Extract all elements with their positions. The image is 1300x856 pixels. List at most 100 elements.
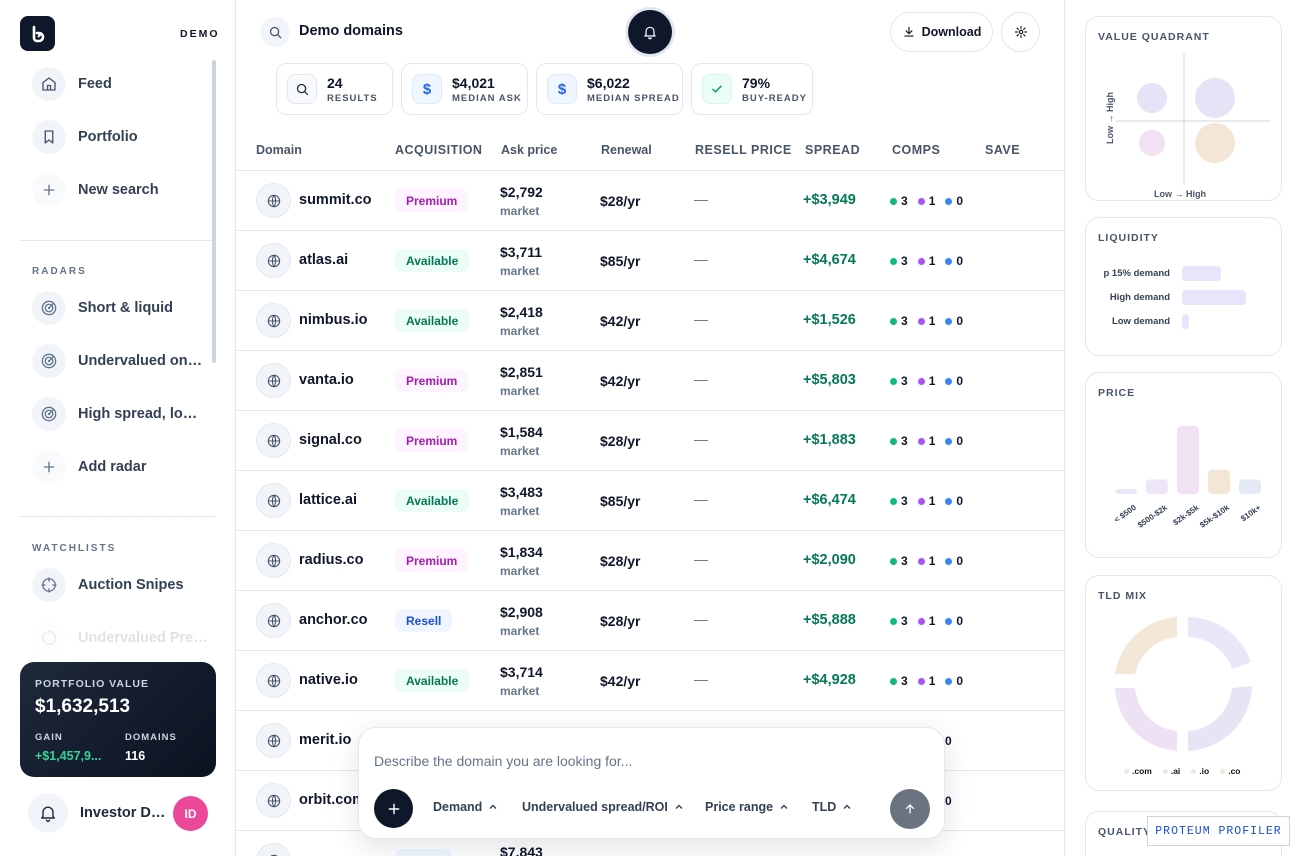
watchlists-title: WATCHLISTS bbox=[32, 543, 117, 554]
ask-price-source: market bbox=[500, 624, 540, 638]
resell-price: — bbox=[694, 431, 708, 447]
ask-price-source: market bbox=[500, 384, 540, 398]
radar-label: Undervalued one-word .ai bbox=[78, 353, 208, 369]
radar-item-undervalued[interactable]: Undervalued one-word .ai bbox=[32, 343, 212, 379]
app-logo[interactable] bbox=[20, 16, 55, 51]
add-radar-button[interactable]: Add radar bbox=[32, 449, 212, 485]
table-row[interactable]: native.io Available $3,714 market $42/yr — +$4… bbox=[236, 650, 1064, 710]
col-domain[interactable]: Domain bbox=[256, 143, 302, 157]
tld-legend-item: .co bbox=[1220, 766, 1241, 776]
tld-legend: .com .ai .io .co bbox=[1124, 766, 1241, 776]
radar-icon bbox=[41, 300, 57, 316]
col-renewal[interactable]: Renewal bbox=[601, 143, 652, 157]
stat-results: 24 RESULTS bbox=[276, 63, 393, 115]
chip-tld[interactable]: TLD bbox=[812, 800, 852, 814]
domain-name[interactable]: native.io bbox=[299, 672, 358, 688]
col-comps[interactable]: COMPS bbox=[892, 143, 941, 157]
globe-icon bbox=[256, 363, 291, 398]
send-button[interactable] bbox=[890, 789, 930, 829]
comps-counts[interactable]: 3 1 0 bbox=[890, 674, 963, 688]
nav-item-portfolio[interactable]: Portfolio bbox=[32, 119, 212, 155]
liquidity-row: p 15% demand bbox=[1098, 266, 1278, 281]
nav-item-feed[interactable]: Feed bbox=[32, 66, 212, 102]
comp-count-green: 3 bbox=[890, 674, 908, 688]
domain-name[interactable]: radius.co bbox=[299, 552, 364, 568]
comps-counts[interactable]: 3 1 0 bbox=[890, 254, 963, 268]
domain-name[interactable]: vanta.io bbox=[299, 372, 354, 388]
liquidity-label: Low demand bbox=[1111, 316, 1170, 327]
bookmark-icon bbox=[44, 130, 54, 144]
watchlist-item-undervalued-premium[interactable]: Undervalued Premium bbox=[32, 620, 212, 656]
acquisition-badge: Available bbox=[395, 309, 470, 332]
chip-price-range[interactable]: Price range bbox=[705, 800, 789, 814]
sidebar-divider bbox=[20, 240, 216, 241]
comps-counts[interactable]: 3 1 0 bbox=[890, 554, 963, 568]
renewal-price: $28/yr bbox=[600, 433, 641, 449]
nav-item-new-search[interactable]: New search bbox=[32, 172, 212, 208]
table-row[interactable]: vanta.io Premium $2,851 market $42/yr — +$5,80… bbox=[236, 350, 1064, 410]
col-save[interactable]: SAVE bbox=[985, 143, 1021, 157]
domain-name[interactable]: summit.co bbox=[299, 192, 372, 208]
renewal-price: $42/yr bbox=[600, 673, 641, 689]
crosshair-icon bbox=[42, 631, 56, 645]
chip-demand[interactable]: Demand bbox=[433, 800, 498, 814]
globe-icon bbox=[256, 603, 291, 638]
domain-name[interactable]: nimbus.io bbox=[299, 312, 368, 328]
sidebar-scrollbar[interactable] bbox=[212, 60, 216, 363]
avatar[interactable]: ID bbox=[173, 796, 208, 831]
ask-price-source: market bbox=[500, 684, 540, 698]
col-resell-price[interactable]: RESELL PRICE bbox=[695, 143, 792, 157]
dollar-icon: $ bbox=[422, 80, 432, 98]
table-row[interactable]: summit.co Premium $2,792 market $28/yr — +$3,9… bbox=[236, 170, 1064, 230]
chip-undervalued[interactable]: Undervalued spread/ROI bbox=[522, 800, 684, 814]
chip-label: Price range bbox=[705, 800, 774, 814]
table-row[interactable]: radius.co Premium $1,834 market $28/yr — +$2,0… bbox=[236, 530, 1064, 590]
table-row[interactable]: atlas.ai Available $3,711 market $85/yr — +$4,… bbox=[236, 230, 1064, 290]
search-icon bbox=[269, 26, 281, 38]
table-row[interactable]: lattice.ai Available $3,483 market $85/yr — +$… bbox=[236, 470, 1064, 530]
attach-button[interactable] bbox=[374, 789, 413, 828]
watchlist-item-auction-snipes[interactable]: Auction Snipes bbox=[32, 567, 212, 603]
table-row[interactable]: merit.io 0 bbox=[236, 710, 1064, 770]
comps-counts[interactable]: 3 1 0 bbox=[890, 374, 963, 388]
domain-name[interactable]: merit.io bbox=[299, 732, 352, 748]
user-menu[interactable]: Investor Demo bbox=[28, 793, 218, 833]
liquidity-row: Low demand bbox=[1098, 314, 1278, 329]
domain-name[interactable]: signal.co bbox=[299, 432, 362, 448]
col-ask-price[interactable]: Ask price bbox=[501, 143, 558, 157]
domain-name[interactable]: anchor.co bbox=[299, 612, 368, 628]
comps-counts[interactable]: 3 1 0 bbox=[890, 614, 963, 628]
acquisition-badge: Premium bbox=[395, 369, 469, 392]
settings-button[interactable] bbox=[1001, 12, 1040, 52]
radar-item-high-spread[interactable]: High spread, low ask bbox=[32, 396, 212, 432]
table-row[interactable]: signal.co Premium $1,584 market $28/yr — +$1,8… bbox=[236, 410, 1064, 470]
search-composer[interactable]: Describe the domain you are looking for.… bbox=[358, 727, 945, 839]
comps-counts[interactable]: 3 1 0 bbox=[890, 434, 963, 448]
renewal-price: $42/yr bbox=[600, 373, 641, 389]
card-title: PRICE bbox=[1098, 387, 1136, 399]
ask-price-source: market bbox=[500, 324, 540, 338]
comp-count-value: 3 bbox=[901, 554, 908, 568]
ask-price: $7,843 bbox=[500, 844, 543, 856]
table-row[interactable]: anchor.co Resell $2,908 market $28/yr — +$5,88… bbox=[236, 590, 1064, 650]
ask-price: $3,711 bbox=[500, 244, 543, 260]
domain-name[interactable]: lattice.ai bbox=[299, 492, 358, 508]
comps-counts[interactable]: 3 1 0 bbox=[890, 494, 963, 508]
radar-item-short-liquid[interactable]: Short & liquid bbox=[32, 290, 212, 326]
col-spread[interactable]: SPREAD bbox=[805, 143, 861, 157]
download-button[interactable]: Download bbox=[890, 12, 993, 52]
comps-counts[interactable]: 3 1 0 bbox=[890, 314, 963, 328]
ask-price: $2,851 bbox=[500, 364, 543, 380]
profiler-badge[interactable]: PROTEUM PROFILER bbox=[1147, 816, 1290, 846]
table-row[interactable]: nimbus.io Available $2,418 market $42/yr — +$1… bbox=[236, 290, 1064, 350]
notifications-button[interactable] bbox=[628, 10, 672, 54]
search-button[interactable] bbox=[260, 17, 290, 47]
domain-name[interactable]: atlas.ai bbox=[299, 252, 349, 268]
price-bar bbox=[1239, 479, 1261, 494]
composer-input[interactable]: Describe the domain you are looking for.… bbox=[374, 753, 633, 769]
col-acquisition[interactable]: ACQUISITION bbox=[395, 143, 483, 157]
portfolio-value-card[interactable]: PORTFOLIO VALUE $1,632,513 GAIN +$1,457,… bbox=[20, 662, 216, 777]
comps-counts[interactable]: 3 1 0 bbox=[890, 194, 963, 208]
domain-name[interactable]: orbit.com bbox=[299, 792, 366, 808]
